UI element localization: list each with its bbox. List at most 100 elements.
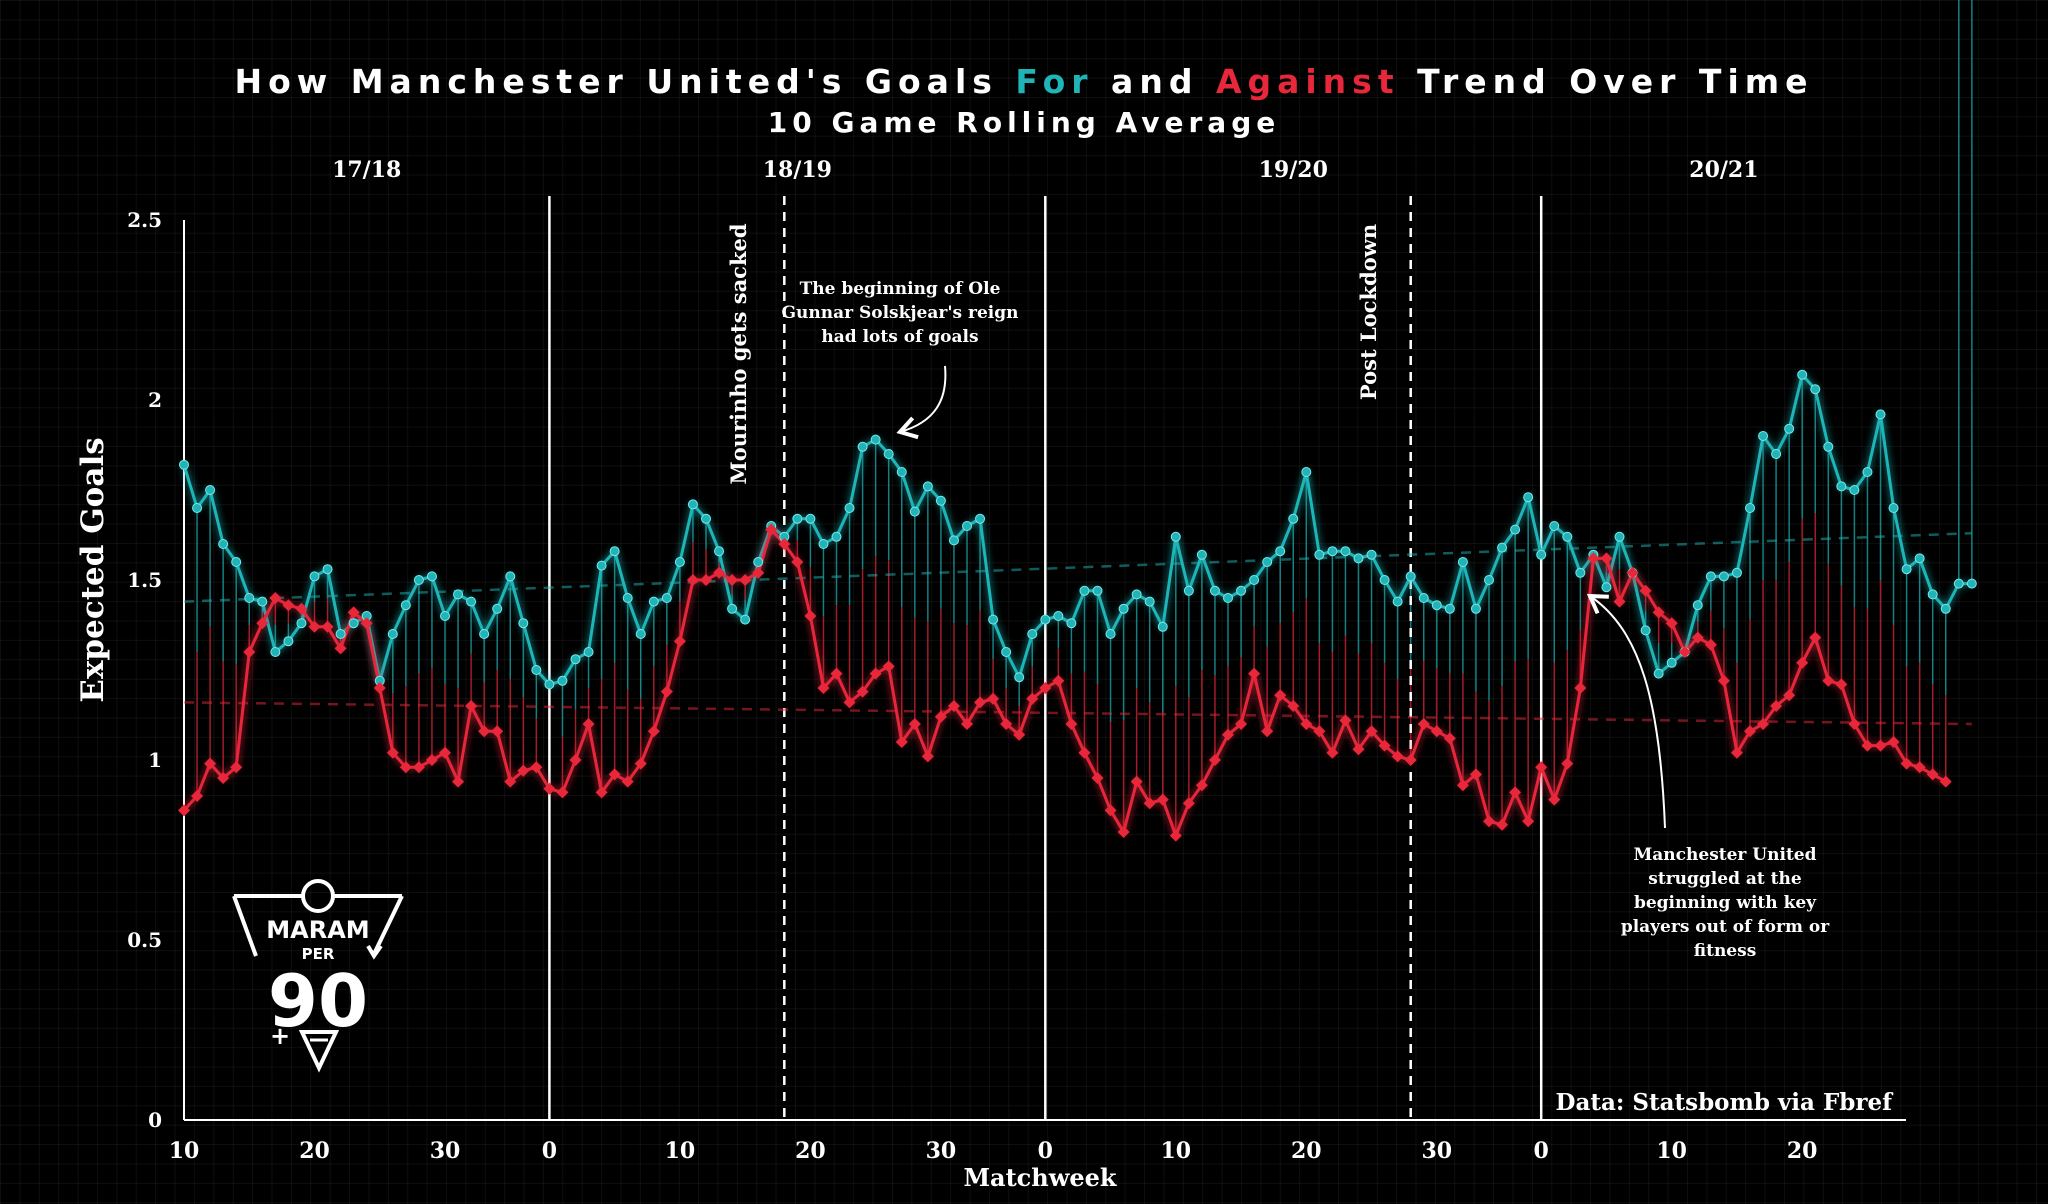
data-point-against — [386, 746, 399, 759]
data-point-against — [608, 768, 621, 781]
data-point-for — [335, 629, 346, 639]
data-point-against — [243, 646, 256, 658]
struggle-annotation: Manchester United struggled at the begin… — [1621, 845, 1830, 961]
x-tick-label: 0 — [1038, 1138, 1053, 1164]
data-point-for — [1209, 585, 1220, 596]
data-point-against — [1469, 768, 1482, 781]
data-point-against — [1822, 674, 1835, 687]
data-point-for — [453, 589, 464, 600]
data-point-against — [673, 635, 686, 648]
data-point-against — [1678, 646, 1691, 658]
logo-line2: PER — [302, 945, 335, 963]
data-point-against — [1235, 718, 1248, 730]
data-point-against — [947, 700, 960, 712]
data-point-for — [1784, 423, 1795, 434]
data-point-for — [948, 535, 959, 546]
data-point-against — [856, 685, 869, 698]
season-label: 20/21 — [1689, 157, 1758, 183]
title-against-word: Against — [1215, 62, 1400, 101]
data-point-against — [778, 538, 791, 550]
data-point-for — [283, 636, 294, 647]
data-source: Data: Statsbomb via Fbref — [1556, 1089, 1895, 1116]
data-point-against — [1313, 725, 1326, 738]
data-point-for — [935, 495, 946, 506]
data-point-for — [1523, 492, 1534, 503]
data-point-for — [1183, 585, 1194, 596]
data-point-for — [1418, 593, 1429, 603]
data-point-for — [426, 571, 437, 582]
data-point-for — [1431, 600, 1442, 611]
data-point-for — [1484, 575, 1494, 585]
data-point-for — [1144, 596, 1155, 607]
data-point-against — [1757, 718, 1770, 730]
data-point-against — [1522, 815, 1535, 828]
data-point-for — [400, 600, 411, 611]
data-point-against — [1208, 754, 1221, 766]
data-point-for — [1236, 585, 1247, 596]
data-point-against — [621, 775, 634, 788]
data-point-for — [1849, 485, 1860, 495]
data-point-for — [1092, 585, 1103, 596]
data-point-for — [1549, 521, 1560, 531]
data-point-for — [413, 575, 424, 585]
data-point-against — [1300, 718, 1313, 730]
data-point-against — [1443, 732, 1456, 745]
data-point-against — [1887, 736, 1900, 748]
data-point-for — [1705, 571, 1716, 582]
data-point-against — [1456, 779, 1469, 792]
data-point-against — [425, 754, 438, 766]
data-point-for — [1862, 467, 1873, 477]
data-point-for — [1249, 575, 1260, 585]
data-point-against — [1717, 674, 1730, 687]
data-point-against — [1861, 739, 1874, 752]
series-line-for — [182, 371, 1972, 687]
data-point-against — [504, 775, 517, 788]
data-point-for — [518, 618, 529, 629]
x-tick-label: 10 — [169, 1138, 200, 1164]
ole-annotation-line: Gunnar Solskjear's reign — [781, 303, 1018, 323]
data-point-for — [1340, 546, 1351, 557]
data-point-for — [1510, 524, 1521, 535]
data-point-against — [1169, 829, 1182, 842]
data-point-for — [1314, 549, 1325, 560]
data-point-for — [1758, 431, 1769, 441]
data-point-against — [987, 692, 1000, 705]
data-point-against — [1000, 718, 1013, 730]
data-point-against — [517, 764, 530, 777]
logo-line3: 90 — [268, 959, 368, 1043]
data-point-for — [648, 596, 659, 607]
data-point-for — [622, 593, 633, 603]
data-point-for — [479, 629, 490, 639]
season-lines-group — [548, 196, 1543, 1120]
data-point-for — [1836, 481, 1847, 492]
data-point-against — [334, 642, 347, 655]
data-point-for — [922, 481, 933, 492]
data-point-against — [1091, 772, 1104, 784]
data-point-for — [257, 596, 268, 607]
data-point-for — [348, 618, 359, 629]
data-point-against — [582, 718, 595, 730]
data-point-for — [440, 611, 450, 621]
data-point-against — [308, 620, 321, 633]
data-point-against — [1730, 746, 1743, 759]
chart-subtitle: 10 Game Rolling Average — [767, 106, 1281, 139]
data-point-against — [634, 757, 647, 770]
data-point-for — [714, 546, 725, 557]
y-tick-label: 0 — [148, 1108, 162, 1132]
y-tick-label: 2.5 — [127, 208, 162, 232]
y-axis-label: Expected Goals — [75, 437, 111, 702]
data-point-for — [270, 647, 281, 657]
data-point-against — [1026, 692, 1039, 705]
data-point-for — [1875, 409, 1886, 420]
data-point-against — [974, 696, 987, 709]
x-tick-label: 30 — [430, 1138, 461, 1164]
logo-line1: MARAM — [266, 916, 369, 944]
data-point-against — [739, 574, 752, 586]
data-point-for — [1797, 369, 1808, 380]
data-point-against — [1078, 746, 1091, 759]
data-point-for — [1118, 603, 1129, 614]
data-point-against — [1809, 631, 1822, 644]
data-point-against — [1796, 656, 1809, 669]
